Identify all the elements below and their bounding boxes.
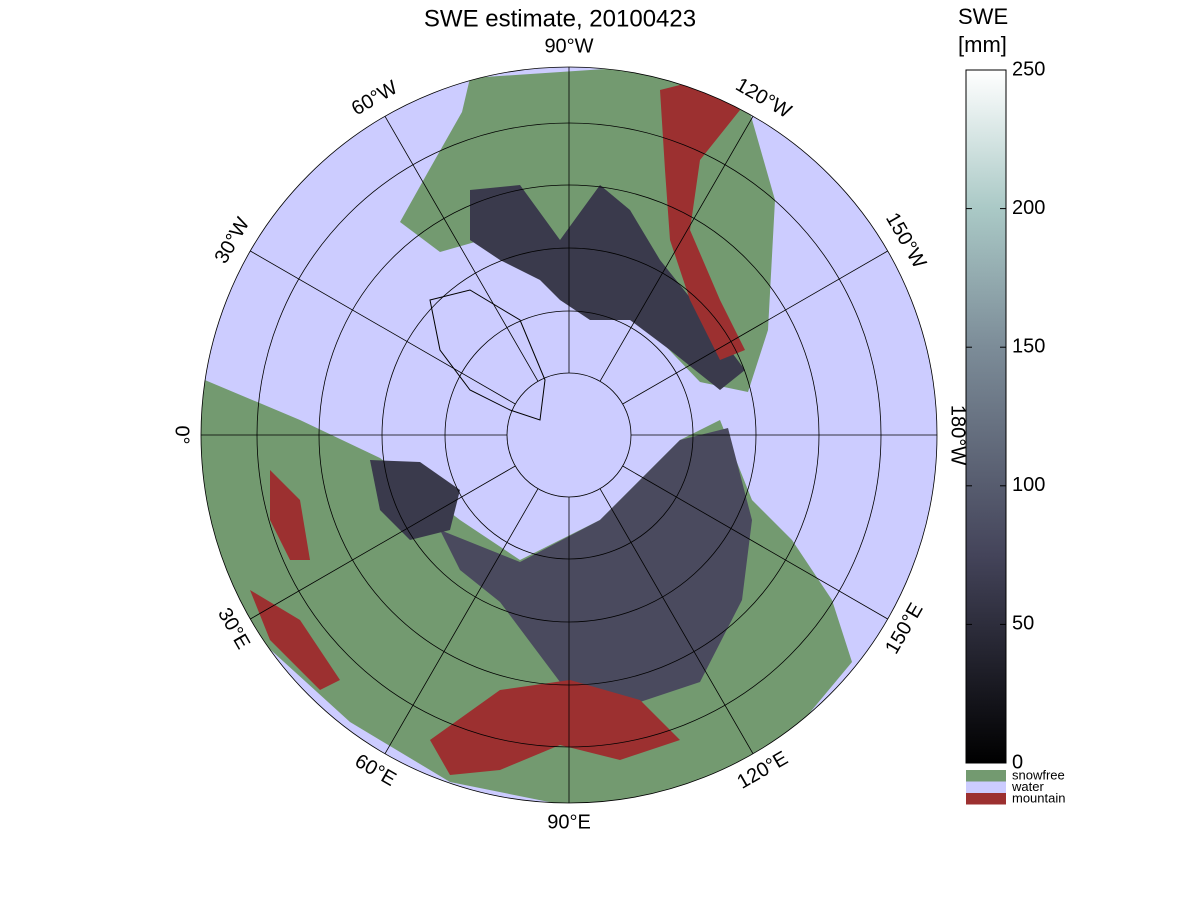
longitude-label: 0°: [171, 425, 193, 444]
colorbar-label: [mm]: [958, 32, 1007, 57]
meridian: [622, 250, 888, 405]
tick-label: 0: [1012, 751, 1023, 773]
colorbar-ticks: 0 50 100 150 200 250: [966, 58, 1045, 773]
snow-north-america: [470, 185, 745, 390]
legend-swatch: [966, 793, 1006, 805]
legend-label: water: [1011, 779, 1044, 794]
meridian: [250, 465, 516, 620]
snow-eurasia: [440, 428, 752, 702]
tick-label: 100: [1012, 474, 1045, 496]
longitude-label: 180°W: [947, 405, 969, 465]
greenland-outline: [429, 289, 546, 421]
tick-label: 250: [1012, 58, 1045, 80]
mountain-rockies: [660, 80, 745, 360]
meridian: [599, 488, 754, 754]
mountain-asia: [430, 680, 680, 775]
title: SWE estimate, 20100423: [424, 5, 696, 32]
snow-europe: [370, 460, 460, 540]
legend-swatch: [966, 781, 1006, 793]
tick-label: 200: [1012, 197, 1045, 219]
map: [201, 67, 937, 803]
meridian: [250, 250, 516, 405]
mountain-europe: [250, 470, 340, 690]
legend-label: snowfree: [1012, 767, 1065, 782]
meridian: [622, 465, 888, 620]
tick-label: 50: [1012, 613, 1034, 635]
meridian: [384, 116, 539, 382]
meridian: [599, 116, 754, 382]
longitude-label: 90°E: [547, 811, 591, 833]
longitude-label: 90°W: [544, 35, 593, 57]
legend-label: mountain: [1012, 790, 1065, 805]
legend-swatch: [966, 770, 1006, 782]
tick-label: 150: [1012, 335, 1045, 357]
graticule: [200, 66, 938, 804]
colorbar: [965, 69, 1007, 764]
colorbar-label: SWE: [958, 4, 1008, 29]
meridian: [384, 488, 539, 754]
